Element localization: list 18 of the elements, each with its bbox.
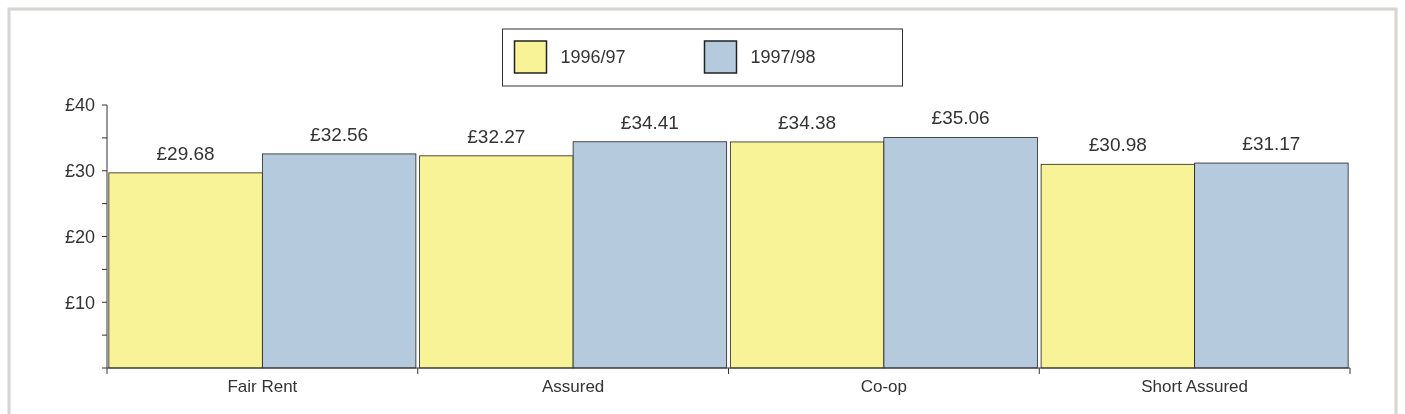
data-label: £29.68 [156, 142, 215, 164]
data-label: £34.38 [778, 111, 837, 133]
data-label: £30.98 [1088, 134, 1147, 156]
x-tick-label: Short Assured [1141, 377, 1249, 396]
data-label: £34.41 [620, 111, 679, 133]
data-label: £32.27 [467, 125, 526, 147]
y-tick-label: £10 [64, 292, 95, 313]
x-tick-label: Assured [541, 377, 605, 396]
data-label: £32.56 [310, 123, 369, 145]
legend-label: 1997/98 [750, 47, 816, 68]
legend-label: 1996/97 [560, 47, 626, 68]
x-tick-label: Fair Rent [227, 377, 298, 396]
x-tick-label: Co-op [860, 377, 908, 396]
data-label: £35.06 [931, 107, 990, 129]
y-tick-label: £20 [64, 226, 95, 247]
y-tick-label: £30 [64, 161, 95, 182]
y-tick-label: £40 [64, 95, 95, 116]
data-label: £31.17 [1242, 133, 1301, 155]
